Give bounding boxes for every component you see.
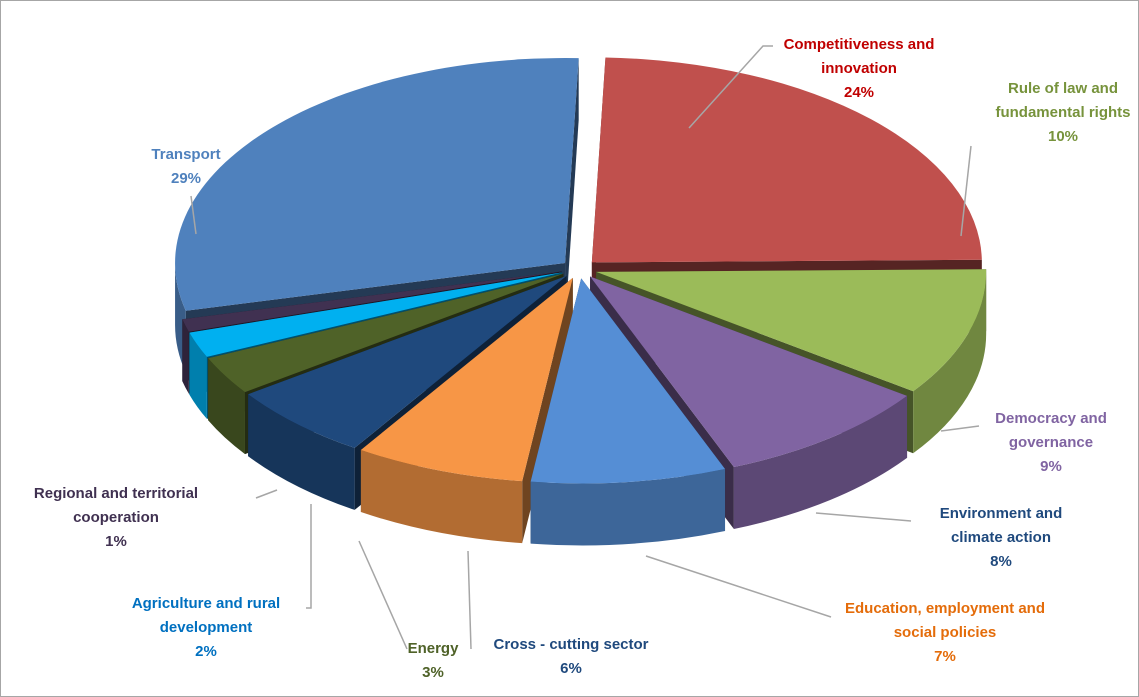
slice-value-label: 2% bbox=[195, 643, 217, 660]
slice-side bbox=[208, 358, 245, 455]
slice-value-label: 3% bbox=[422, 664, 444, 681]
slice-label: Education, employment and social policie… bbox=[844, 600, 1046, 641]
slice-label: Regional and territorial cooperation bbox=[33, 485, 199, 526]
slice bbox=[189, 272, 563, 357]
slice-value-label: 1% bbox=[105, 533, 127, 550]
slice bbox=[182, 271, 562, 332]
slice bbox=[175, 58, 579, 311]
slice bbox=[591, 57, 982, 263]
slice-value-label: 9% bbox=[1040, 458, 1062, 475]
slice-label: Transport bbox=[151, 146, 221, 163]
slice-value-label: 10% bbox=[1047, 128, 1079, 145]
slice-side bbox=[248, 394, 355, 510]
slice bbox=[530, 278, 726, 484]
slice-value-label: 8% bbox=[990, 553, 1012, 570]
slice-label: Rule of law and fundamental rights bbox=[995, 80, 1131, 121]
slice-side bbox=[530, 468, 726, 546]
slice-side bbox=[733, 395, 908, 530]
slice bbox=[208, 273, 564, 393]
slice-side bbox=[565, 58, 579, 326]
leader-line bbox=[358, 540, 408, 650]
slice-value-label: 6% bbox=[560, 660, 582, 677]
slice-value-label: 29% bbox=[170, 170, 202, 187]
leader-line bbox=[306, 504, 312, 609]
slice-label: Cross - cutting sector bbox=[493, 636, 649, 653]
slice-side bbox=[913, 271, 987, 454]
slice-side bbox=[360, 449, 523, 544]
leader-line bbox=[960, 145, 972, 237]
leader-line bbox=[940, 425, 980, 432]
slice-side bbox=[182, 319, 189, 394]
slice-label: Competitiveness and innovation bbox=[783, 36, 935, 77]
slice bbox=[360, 277, 573, 482]
leader-line bbox=[255, 489, 278, 499]
slice-value-label: 7% bbox=[934, 648, 956, 665]
slice bbox=[596, 269, 987, 392]
leader-line bbox=[688, 45, 773, 129]
slice-label: Agriculture and rural development bbox=[131, 595, 281, 636]
slice-label: Environment and climate action bbox=[939, 505, 1063, 546]
leader-line bbox=[467, 550, 472, 650]
slice bbox=[590, 276, 908, 468]
slice-label: Energy bbox=[407, 640, 459, 657]
leader-line bbox=[190, 195, 197, 235]
slice-label: Democracy and governance bbox=[995, 410, 1107, 451]
slice-value-label: 24% bbox=[843, 84, 875, 101]
leader-line bbox=[645, 555, 832, 618]
slice bbox=[248, 275, 567, 448]
leader-line bbox=[815, 512, 912, 522]
slice-side bbox=[189, 332, 207, 419]
